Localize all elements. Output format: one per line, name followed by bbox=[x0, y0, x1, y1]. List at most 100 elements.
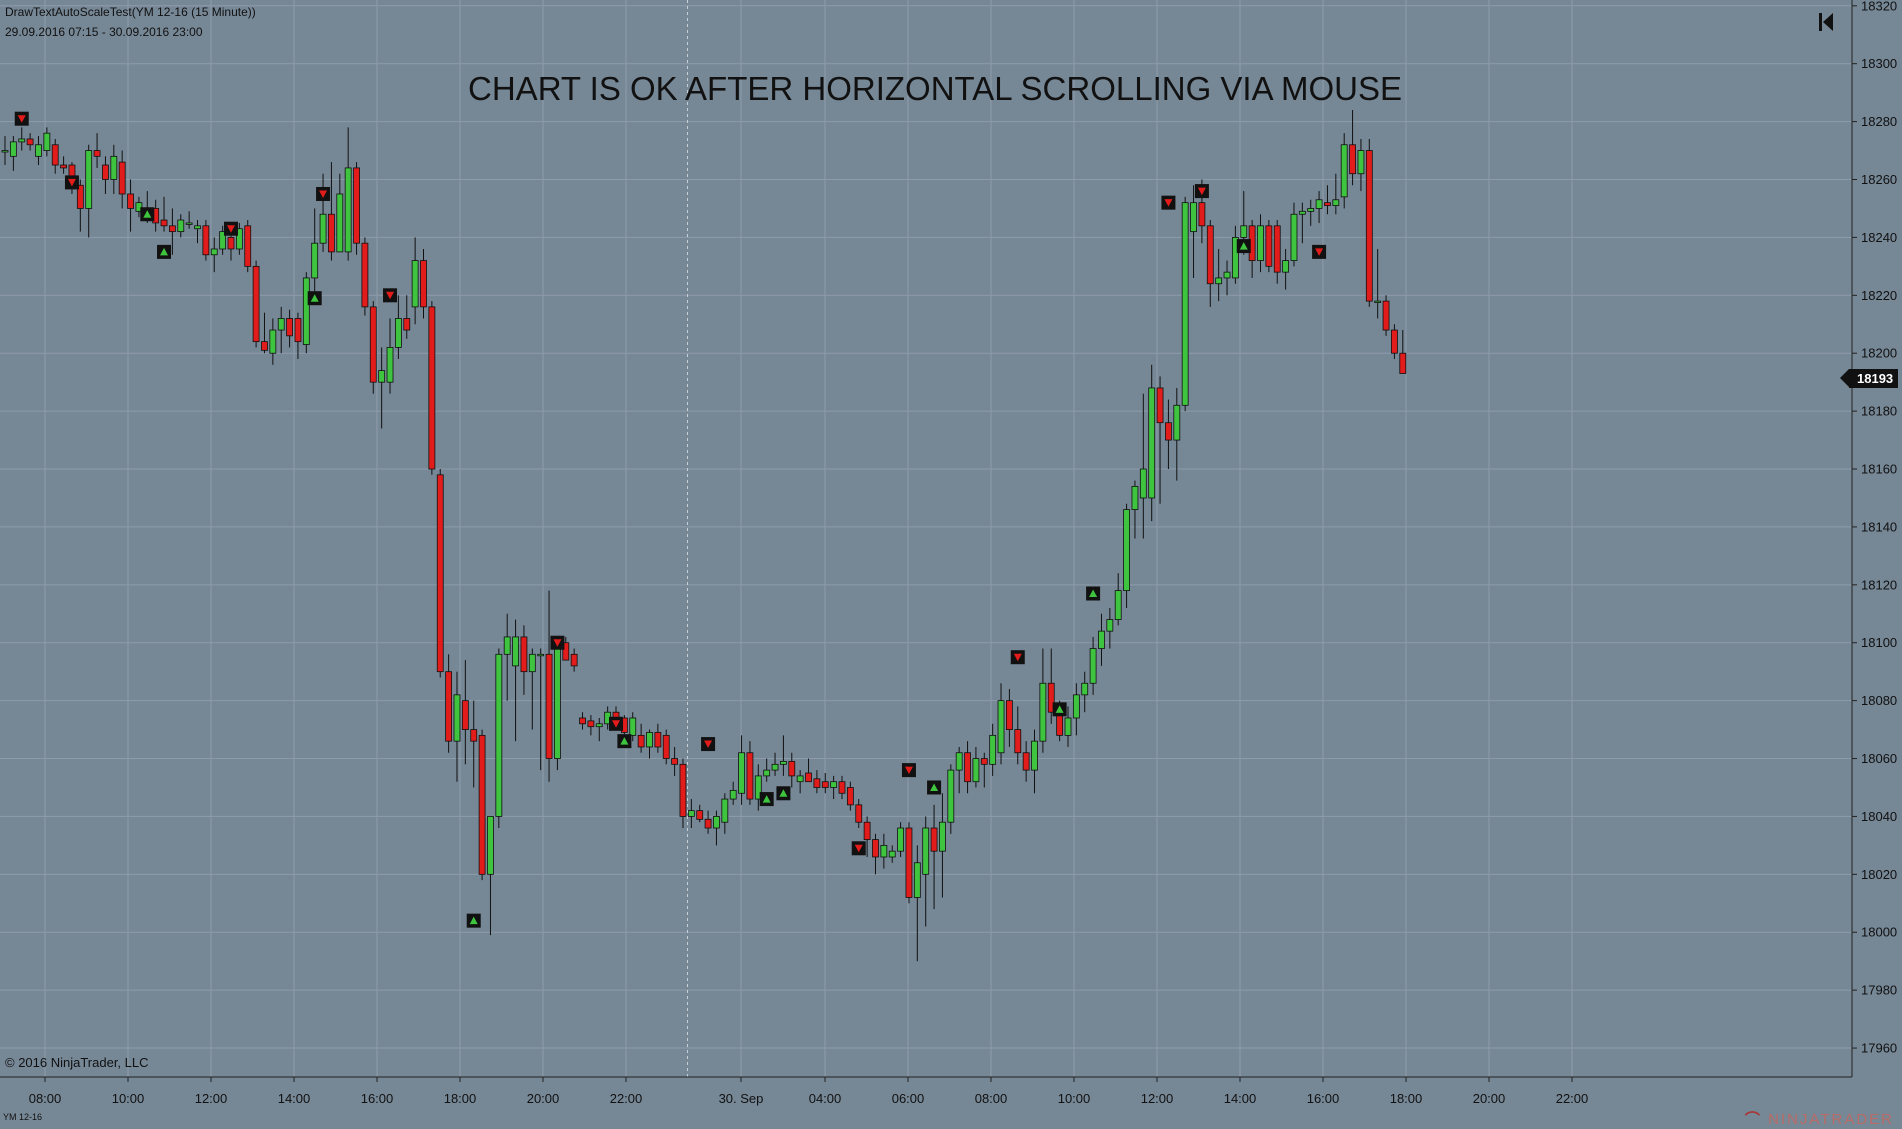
candle-body bbox=[1114, 590, 1122, 620]
candle-body bbox=[1072, 694, 1080, 719]
candle-body bbox=[654, 732, 662, 748]
candle-body bbox=[838, 781, 846, 794]
candle-body bbox=[235, 228, 243, 250]
candle-body bbox=[436, 474, 444, 673]
up-arrow-icon bbox=[779, 789, 788, 797]
candle-body bbox=[194, 225, 201, 230]
candle-body bbox=[997, 700, 1005, 754]
candle-body bbox=[1215, 277, 1223, 285]
candle-body bbox=[964, 752, 971, 783]
x-tick-label: 06:00 bbox=[892, 1091, 925, 1106]
buy-signal-marker bbox=[1052, 702, 1067, 717]
candle-body bbox=[821, 781, 829, 788]
candle-body bbox=[51, 144, 59, 166]
sell-signal-marker bbox=[609, 716, 624, 731]
candle-body bbox=[520, 636, 528, 673]
candle-body bbox=[1081, 682, 1089, 696]
candle-body bbox=[1332, 199, 1340, 206]
down-arrow-icon bbox=[1164, 199, 1173, 207]
candle-body bbox=[671, 758, 678, 765]
candle-body bbox=[696, 810, 704, 820]
y-tick-label: 18260 bbox=[1861, 172, 1897, 187]
candle-body bbox=[729, 789, 737, 800]
candle-body bbox=[361, 242, 369, 308]
candle-body bbox=[394, 318, 402, 348]
candle-body bbox=[43, 132, 51, 151]
chart-title: CHART IS OK AFTER HORIZONTAL SCROLLING V… bbox=[468, 70, 1402, 107]
buy-signal-marker bbox=[466, 913, 481, 928]
candle-body bbox=[922, 827, 930, 875]
candle-body bbox=[461, 700, 469, 730]
candle-body bbox=[445, 671, 453, 742]
candle-body bbox=[972, 758, 980, 783]
candle-body bbox=[1340, 144, 1348, 198]
candle-body bbox=[1123, 509, 1130, 592]
candle-body bbox=[495, 653, 503, 817]
candle-body bbox=[1307, 208, 1315, 212]
sell-signal-marker bbox=[1194, 184, 1209, 199]
candle-body bbox=[286, 318, 293, 337]
candle-body bbox=[872, 839, 879, 858]
brand-logo: ⌒ NINJATRADER bbox=[1744, 1111, 1894, 1128]
candle-body bbox=[930, 827, 938, 852]
candle-body bbox=[1039, 682, 1047, 742]
candle-body bbox=[60, 164, 67, 169]
candle-body bbox=[679, 763, 687, 817]
candle-body bbox=[512, 636, 519, 667]
candle-body bbox=[780, 761, 787, 765]
candle-body bbox=[947, 769, 955, 823]
down-arrow-icon bbox=[17, 115, 26, 123]
sell-signal-marker bbox=[64, 175, 79, 190]
up-arrow-icon bbox=[310, 294, 319, 302]
candle-body bbox=[1399, 352, 1407, 374]
candle-body bbox=[18, 138, 26, 143]
candle-body bbox=[545, 653, 553, 759]
buy-signal-marker bbox=[776, 786, 791, 801]
up-arrow-icon bbox=[620, 737, 629, 745]
candle-body bbox=[1265, 225, 1273, 267]
candle-body bbox=[1391, 329, 1398, 354]
candle-body bbox=[980, 758, 988, 765]
candle-body bbox=[76, 184, 84, 209]
sell-signal-marker bbox=[14, 111, 29, 126]
down-arrow-icon bbox=[612, 720, 621, 728]
y-tick-label: 18160 bbox=[1861, 462, 1897, 477]
x-tick-label: 20:00 bbox=[527, 1091, 560, 1106]
candle-body bbox=[746, 752, 754, 800]
candle-body bbox=[528, 653, 536, 673]
candle-body bbox=[378, 370, 386, 383]
y-tick-label: 18100 bbox=[1861, 635, 1897, 650]
buy-signal-marker bbox=[759, 792, 774, 807]
candle-body bbox=[830, 781, 838, 788]
x-tick-label: 10:00 bbox=[112, 1091, 145, 1106]
candle-body bbox=[210, 248, 218, 256]
candle-body bbox=[913, 862, 921, 898]
y-tick-label: 18280 bbox=[1861, 114, 1897, 129]
grid-lines bbox=[0, 0, 1852, 1077]
candle-body bbox=[880, 844, 888, 858]
buy-signal-marker bbox=[1086, 586, 1101, 601]
x-tick-label: 14:00 bbox=[278, 1091, 311, 1106]
x-tick-label: 10:00 bbox=[1058, 1091, 1091, 1106]
candle-body bbox=[888, 850, 896, 858]
y-tick-label: 17960 bbox=[1861, 1041, 1897, 1056]
candle-body bbox=[1139, 468, 1147, 499]
candle-body bbox=[118, 161, 126, 195]
y-tick-label: 18320 bbox=[1861, 0, 1897, 13]
candle-body bbox=[261, 341, 268, 351]
candle-body bbox=[311, 242, 319, 279]
ticker-label: YM 12-16 bbox=[3, 1112, 43, 1122]
instrument-title: DrawTextAutoScaleTest(YM 12-16 (15 Minut… bbox=[5, 5, 256, 19]
candle-body bbox=[219, 231, 227, 250]
sell-signal-marker bbox=[851, 841, 866, 856]
candle-body bbox=[1181, 202, 1189, 406]
skip-to-start-icon[interactable] bbox=[1818, 12, 1834, 32]
y-tick-label: 18180 bbox=[1861, 404, 1897, 419]
y-tick-label: 18300 bbox=[1861, 56, 1897, 71]
candle-body bbox=[177, 219, 185, 233]
buy-signal-marker bbox=[307, 291, 322, 306]
candle-body bbox=[687, 810, 695, 817]
candle-body bbox=[562, 642, 570, 661]
candle-body bbox=[1324, 202, 1331, 206]
